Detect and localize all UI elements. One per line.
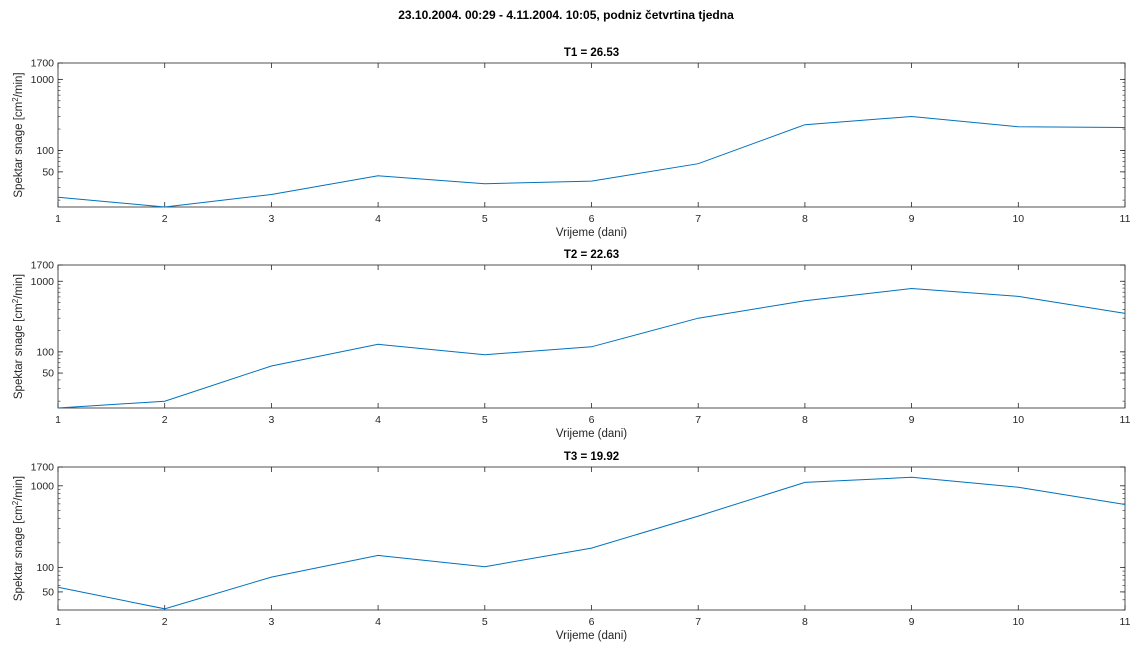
plot3-xtick-label: 4 bbox=[375, 616, 381, 628]
plot1-ytick-label: 1700 bbox=[31, 58, 55, 70]
plot2-title: T2 = 22.63 bbox=[564, 249, 619, 261]
plot1-ylabel: Spektar snage [cm2/min] bbox=[11, 72, 25, 197]
plot3-series-line bbox=[57, 476, 1126, 610]
plot2-ytick-label: 1000 bbox=[31, 276, 55, 288]
plot1-xtick-label: 7 bbox=[695, 213, 701, 225]
plot2-xtick-label: 11 bbox=[1120, 414, 1131, 426]
plot2-ytick-label: 50 bbox=[42, 368, 54, 380]
plot2-xlabel: Vrijeme (dani) bbox=[556, 428, 627, 440]
plot2-xtick-label: 5 bbox=[482, 414, 488, 426]
plot2-xtick-label: 10 bbox=[1012, 414, 1024, 426]
plot3-ylabel: Spektar snage [cm2/min] bbox=[11, 476, 25, 601]
plot3-xtick-label: 2 bbox=[162, 616, 168, 628]
plot2-ytick-label: 1700 bbox=[31, 260, 55, 272]
plot1-xtick-label: 6 bbox=[589, 213, 595, 225]
plot3-title: T3 = 19.92 bbox=[564, 451, 619, 463]
plot1-title: T1 = 26.53 bbox=[564, 47, 619, 59]
plot1-xtick-label: 1 bbox=[55, 213, 61, 225]
plot3-ytick-label: 1700 bbox=[31, 462, 55, 474]
plot3-xtick-label: 7 bbox=[695, 616, 701, 628]
plot2-xtick-label: 6 bbox=[589, 414, 595, 426]
plot1-xtick-label: 3 bbox=[268, 213, 274, 225]
plot1-ytick-label: 100 bbox=[36, 145, 54, 157]
plot3-xtick-label: 5 bbox=[482, 616, 488, 628]
plot2-xtick-label: 9 bbox=[909, 414, 915, 426]
plot3-xtick-label: 6 bbox=[589, 616, 595, 628]
plot1-xlabel: Vrijeme (dani) bbox=[556, 227, 627, 239]
plot3-xtick-label: 1 bbox=[55, 616, 61, 628]
plot1-xtick-label: 11 bbox=[1120, 213, 1131, 225]
plot1-series-line bbox=[57, 115, 1126, 208]
plot1-xtick-label: 5 bbox=[482, 213, 488, 225]
plot1-xtick-label: 10 bbox=[1012, 213, 1024, 225]
plot2-series-line bbox=[57, 287, 1126, 409]
plot1-xtick-label: 8 bbox=[802, 213, 808, 225]
plot1-xtick-label: 2 bbox=[162, 213, 168, 225]
plot2-xtick-label: 8 bbox=[802, 414, 808, 426]
plot2-xtick-label: 3 bbox=[268, 414, 274, 426]
plot3-axes-box bbox=[57, 466, 1126, 611]
plot2-xtick-label: 7 bbox=[695, 414, 701, 426]
plot3-xtick-label: 9 bbox=[909, 616, 915, 628]
plot3-ytick-label: 100 bbox=[36, 562, 54, 574]
plot2-ytick-label: 100 bbox=[36, 346, 54, 358]
plot3-ytick-label: 1000 bbox=[31, 480, 55, 492]
plot2-xtick-label: 4 bbox=[375, 414, 381, 426]
plot3-xtick-label: 3 bbox=[268, 616, 274, 628]
plot2-xtick-label: 1 bbox=[55, 414, 61, 426]
plot1-ytick-label: 1000 bbox=[31, 74, 55, 86]
plot1-ytick-label: 50 bbox=[42, 166, 54, 178]
plot2-ylabel: Spektar snage [cm2/min] bbox=[11, 274, 25, 399]
plot3-ytick-label: 50 bbox=[42, 586, 54, 598]
plot3-xtick-label: 10 bbox=[1012, 616, 1024, 628]
plot1-xtick-label: 4 bbox=[375, 213, 381, 225]
figure-title: 23.10.2004. 00:29 - 4.11.2004. 10:05, po… bbox=[398, 8, 734, 22]
plot2-axes-box bbox=[57, 264, 1126, 409]
plot3-xtick-label: 11 bbox=[1120, 616, 1131, 628]
plot1-axes-box bbox=[57, 62, 1126, 208]
plot3-xlabel: Vrijeme (dani) bbox=[556, 630, 627, 642]
plot1-xtick-label: 9 bbox=[909, 213, 915, 225]
plot2-xtick-label: 2 bbox=[162, 414, 168, 426]
plot3-xtick-label: 8 bbox=[802, 616, 808, 628]
